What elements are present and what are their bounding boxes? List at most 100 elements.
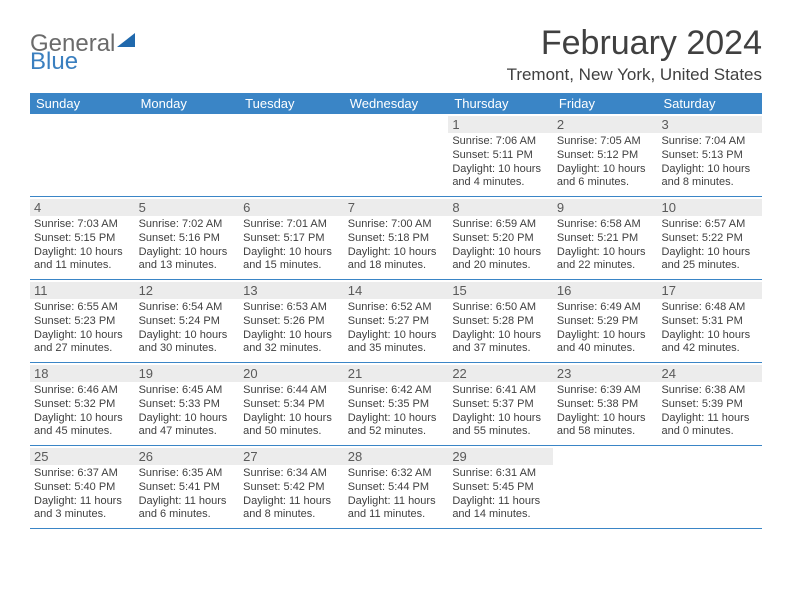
day-number: 26 — [135, 448, 240, 465]
day-info-line: and 42 minutes. — [661, 342, 758, 356]
week-row: 1Sunrise: 7:06 AMSunset: 5:11 PMDaylight… — [30, 114, 762, 197]
day-info: Sunrise: 6:41 AMSunset: 5:37 PMDaylight:… — [452, 384, 549, 439]
day-info-line: Sunrise: 7:05 AM — [557, 135, 654, 149]
brand-part2: Blue — [30, 48, 78, 75]
day-info-line: Sunrise: 6:58 AM — [557, 218, 654, 232]
day-info-line: Sunrise: 6:59 AM — [452, 218, 549, 232]
day-info: Sunrise: 6:35 AMSunset: 5:41 PMDaylight:… — [139, 467, 236, 522]
day-info-line: Sunset: 5:29 PM — [557, 315, 654, 329]
day-cell: 15Sunrise: 6:50 AMSunset: 5:28 PMDayligh… — [448, 280, 553, 362]
month-title: February 2024 — [507, 24, 762, 63]
week-row: 11Sunrise: 6:55 AMSunset: 5:23 PMDayligh… — [30, 280, 762, 363]
day-info-line: Sunrise: 6:32 AM — [348, 467, 445, 481]
day-info-line: Sunset: 5:21 PM — [557, 232, 654, 246]
day-info: Sunrise: 6:58 AMSunset: 5:21 PMDaylight:… — [557, 218, 654, 273]
day-info-line: Sunrise: 6:31 AM — [452, 467, 549, 481]
day-number: 3 — [657, 116, 762, 133]
day-info-line: Sunrise: 6:37 AM — [34, 467, 131, 481]
day-number: 8 — [448, 199, 553, 216]
day-info-line: Sunrise: 6:50 AM — [452, 301, 549, 315]
day-info: Sunrise: 6:57 AMSunset: 5:22 PMDaylight:… — [661, 218, 758, 273]
day-info-line: Sunrise: 6:35 AM — [139, 467, 236, 481]
day-info-line: Sunset: 5:45 PM — [452, 481, 549, 495]
day-info-line: and 11 minutes. — [348, 508, 445, 522]
day-info-line: and 25 minutes. — [661, 259, 758, 273]
day-info-line: Daylight: 11 hours — [139, 495, 236, 509]
day-info: Sunrise: 7:00 AMSunset: 5:18 PMDaylight:… — [348, 218, 445, 273]
day-cell: 14Sunrise: 6:52 AMSunset: 5:27 PMDayligh… — [344, 280, 449, 362]
day-cell — [344, 114, 449, 196]
day-info-line: Daylight: 10 hours — [348, 246, 445, 260]
day-info: Sunrise: 6:59 AMSunset: 5:20 PMDaylight:… — [452, 218, 549, 273]
day-info: Sunrise: 7:01 AMSunset: 5:17 PMDaylight:… — [243, 218, 340, 273]
day-info-line: Daylight: 11 hours — [243, 495, 340, 509]
day-info-line: and 50 minutes. — [243, 425, 340, 439]
day-info-line: Daylight: 11 hours — [34, 495, 131, 509]
day-cell: 3Sunrise: 7:04 AMSunset: 5:13 PMDaylight… — [657, 114, 762, 196]
day-cell: 7 Sunrise: 7:00 AMSunset: 5:18 PMDaylight… — [344, 197, 449, 279]
day-info: Sunrise: 6:54 AMSunset: 5:24 PMDaylight:… — [139, 301, 236, 356]
day-cell: 25Sunrise: 6:37 AMSunset: 5:40 PMDayligh… — [30, 446, 135, 528]
day-cell: 5Sunrise: 7:02 AMSunset: 5:16 PMDaylight… — [135, 197, 240, 279]
day-cell: 12 Sunrise: 6:54 AMSunset: 5:24 PMDayligh… — [135, 280, 240, 362]
dow-header-row: Sunday Monday Tuesday Wednesday Thursday… — [30, 93, 762, 114]
day-info: Sunrise: 6:32 AMSunset: 5:44 PMDaylight:… — [348, 467, 445, 522]
day-info: Sunrise: 6:46 AMSunset: 5:32 PMDaylight:… — [34, 384, 131, 439]
day-info-line: Sunset: 5:41 PM — [139, 481, 236, 495]
week-row: 4Sunrise: 7:03 AMSunset: 5:15 PMDaylight… — [30, 197, 762, 280]
day-info-line: and 27 minutes. — [34, 342, 131, 356]
day-info: Sunrise: 6:45 AMSunset: 5:33 PMDaylight:… — [139, 384, 236, 439]
day-info-line: Daylight: 11 hours — [348, 495, 445, 509]
day-info: Sunrise: 6:44 AMSunset: 5:34 PMDaylight:… — [243, 384, 340, 439]
day-info-line: Sunrise: 6:41 AM — [452, 384, 549, 398]
day-info-line: Sunrise: 6:49 AM — [557, 301, 654, 315]
day-cell: 23Sunrise: 6:39 AMSunset: 5:38 PMDayligh… — [553, 363, 658, 445]
day-info-line: and 8 minutes. — [243, 508, 340, 522]
day-info-line: Sunset: 5:13 PM — [661, 149, 758, 163]
triangle-icon — [117, 33, 135, 47]
day-info-line: Sunset: 5:26 PM — [243, 315, 340, 329]
day-number: 24 — [657, 365, 762, 382]
day-cell: 11Sunrise: 6:55 AMSunset: 5:23 PMDayligh… — [30, 280, 135, 362]
day-info-line: Daylight: 10 hours — [34, 329, 131, 343]
day-info-line: Sunrise: 6:45 AM — [139, 384, 236, 398]
day-info-line: Daylight: 10 hours — [34, 412, 131, 426]
day-number: 6 — [239, 199, 344, 216]
day-number: 10 — [657, 199, 762, 216]
day-info-line: and 6 minutes. — [139, 508, 236, 522]
day-info-line: Daylight: 10 hours — [557, 163, 654, 177]
day-cell: 18 Sunrise: 6:46 AMSunset: 5:32 PMDayligh… — [30, 363, 135, 445]
day-cell: 10 Sunrise: 6:57 AMSunset: 5:22 PMDayligh… — [657, 197, 762, 279]
day-info-line: Daylight: 10 hours — [452, 246, 549, 260]
day-cell: 20Sunrise: 6:44 AMSunset: 5:34 PMDayligh… — [239, 363, 344, 445]
day-info-line: Sunrise: 7:06 AM — [452, 135, 549, 149]
dow-saturday: Saturday — [657, 93, 762, 114]
day-info-line: Sunset: 5:11 PM — [452, 149, 549, 163]
day-info-line: Daylight: 10 hours — [557, 329, 654, 343]
day-number: 22 — [448, 365, 553, 382]
day-number: 9 — [553, 199, 658, 216]
page-header: General February 2024 Tremont, New York,… — [30, 24, 762, 85]
dow-monday: Monday — [135, 93, 240, 114]
day-info: Sunrise: 7:05 AMSunset: 5:12 PMDaylight:… — [557, 135, 654, 190]
day-cell: 28Sunrise: 6:32 AMSunset: 5:44 PMDayligh… — [344, 446, 449, 528]
day-number: 18 — [30, 365, 135, 382]
day-info-line: Sunrise: 6:46 AM — [34, 384, 131, 398]
day-info-line: Sunset: 5:15 PM — [34, 232, 131, 246]
day-cell — [30, 114, 135, 196]
day-info-line: Sunset: 5:31 PM — [661, 315, 758, 329]
day-info-line: Daylight: 10 hours — [661, 329, 758, 343]
day-info-line: Sunset: 5:34 PM — [243, 398, 340, 412]
day-info-line: and 11 minutes. — [34, 259, 131, 273]
day-number: 15 — [448, 282, 553, 299]
day-cell: 19Sunrise: 6:45 AMSunset: 5:33 PMDayligh… — [135, 363, 240, 445]
day-info-line: Daylight: 10 hours — [557, 412, 654, 426]
day-info-line: and 32 minutes. — [243, 342, 340, 356]
day-cell: 2Sunrise: 7:05 AMSunset: 5:12 PMDaylight… — [553, 114, 658, 196]
day-number: 12 — [135, 282, 240, 299]
day-info-line: and 8 minutes. — [661, 176, 758, 190]
day-info-line: Sunset: 5:27 PM — [348, 315, 445, 329]
day-cell — [553, 446, 658, 528]
day-number: 7 — [344, 199, 449, 216]
day-info-line: Sunrise: 6:52 AM — [348, 301, 445, 315]
